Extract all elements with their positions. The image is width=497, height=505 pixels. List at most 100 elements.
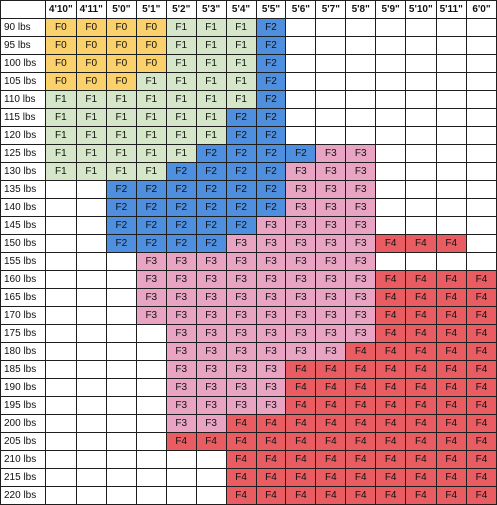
size-cell: F0 — [135, 54, 167, 73]
size-cell: F2 — [255, 18, 287, 37]
size-cell: F3 — [345, 252, 377, 271]
size-cell: F1 — [165, 54, 197, 73]
empty-cell — [465, 180, 497, 199]
size-cell: F4 — [225, 414, 257, 433]
size-cell: F1 — [135, 126, 167, 145]
table-row: 115 lbs F1 F1 F1 F1 F1 F1 F2 F2 — [0, 108, 497, 127]
size-cell: F4 — [375, 234, 407, 253]
size-cell: F4 — [465, 450, 497, 469]
size-cell: F2 — [255, 108, 287, 127]
size-cell: F3 — [225, 324, 257, 343]
size-cell: F1 — [45, 90, 77, 109]
empty-cell — [75, 270, 107, 289]
size-cell: F3 — [135, 252, 167, 271]
size-cell: F4 — [405, 234, 437, 253]
size-cell: F2 — [135, 180, 167, 199]
empty-cell — [375, 180, 407, 199]
size-cell: F4 — [405, 450, 437, 469]
size-cell: F2 — [255, 180, 287, 199]
empty-cell — [375, 126, 407, 145]
empty-cell — [285, 36, 317, 55]
size-cell: F3 — [345, 288, 377, 307]
size-cell: F4 — [285, 432, 317, 451]
size-cell: F3 — [195, 360, 227, 379]
size-cell: F3 — [285, 234, 317, 253]
weight-label: 155 lbs — [0, 252, 47, 271]
empty-cell — [375, 90, 407, 109]
size-cell: F4 — [405, 306, 437, 325]
empty-cell — [315, 36, 347, 55]
empty-cell — [465, 126, 497, 145]
size-cell: F2 — [195, 180, 227, 199]
size-cell: F4 — [345, 396, 377, 415]
size-cell: F4 — [345, 486, 377, 505]
empty-cell — [465, 54, 497, 73]
size-cell: F4 — [435, 306, 467, 325]
empty-cell — [465, 18, 497, 37]
weight-label: 90 lbs — [0, 18, 47, 37]
size-cell: F4 — [465, 378, 497, 397]
size-cell: F3 — [285, 342, 317, 361]
height-header-cell: 5'3" — [195, 0, 227, 19]
empty-cell — [315, 126, 347, 145]
empty-cell — [405, 18, 437, 37]
empty-cell — [75, 324, 107, 343]
empty-cell — [75, 342, 107, 361]
empty-cell — [105, 342, 137, 361]
weight-label: 145 lbs — [0, 216, 47, 235]
size-cell: F4 — [225, 486, 257, 505]
empty-cell — [105, 306, 137, 325]
size-cell: F4 — [285, 360, 317, 379]
size-cell: F4 — [285, 468, 317, 487]
size-cell: F1 — [195, 18, 227, 37]
table-row: 130 lbs F1 F1 F1 F1 F2 F2 F2 F2 F3 F3 F3 — [0, 162, 497, 181]
size-cell: F2 — [165, 180, 197, 199]
size-cell: F3 — [255, 234, 287, 253]
size-cell: F2 — [165, 198, 197, 217]
size-cell: F3 — [195, 288, 227, 307]
empty-cell — [435, 198, 467, 217]
table-row: 185 lbs F3 F3 F3 F3 F4 F4 F4 F4 F4 F4 F4 — [0, 360, 497, 379]
empty-cell — [315, 90, 347, 109]
height-header-cell: 5'6" — [285, 0, 317, 19]
empty-cell — [45, 306, 77, 325]
table-row: 135 lbs F2 F2 F2 F2 F2 F2 F3 F3 F3 — [0, 180, 497, 199]
size-cell: F4 — [435, 342, 467, 361]
size-cell: F4 — [375, 450, 407, 469]
empty-cell — [135, 468, 167, 487]
size-cell: F3 — [165, 270, 197, 289]
size-cell: F3 — [255, 324, 287, 343]
size-cell: F3 — [195, 414, 227, 433]
size-cell: F1 — [195, 72, 227, 91]
empty-cell — [345, 54, 377, 73]
size-cell: F4 — [465, 468, 497, 487]
empty-cell — [105, 270, 137, 289]
empty-cell — [105, 252, 137, 271]
empty-cell — [45, 342, 77, 361]
empty-cell — [405, 126, 437, 145]
empty-cell — [165, 486, 197, 505]
table-row: 205 lbs F4 F4 F4 F4 F4 F4 F4 F4 F4 F4 F4 — [0, 432, 497, 451]
empty-cell — [375, 198, 407, 217]
size-cell: F3 — [165, 288, 197, 307]
empty-cell — [435, 90, 467, 109]
empty-cell — [135, 342, 167, 361]
empty-cell — [75, 288, 107, 307]
table-row: 155 lbs F3 F3 F3 F3 F3 F3 F3 F3 — [0, 252, 497, 271]
size-cell: F4 — [345, 414, 377, 433]
weight-label: 105 lbs — [0, 72, 47, 91]
table-row: 215 lbs F4 F4 F4 F4 F4 F4 F4 F4 F4 — [0, 468, 497, 487]
size-cell: F1 — [75, 90, 107, 109]
empty-cell — [45, 324, 77, 343]
empty-cell — [315, 108, 347, 127]
table-row: 190 lbs F3 F3 F3 F3 F4 F4 F4 F4 F4 F4 F4 — [0, 378, 497, 397]
size-cell: F4 — [375, 396, 407, 415]
empty-cell — [105, 450, 137, 469]
size-cell: F1 — [75, 144, 107, 163]
size-cell: F4 — [285, 396, 317, 415]
size-cell: F3 — [315, 162, 347, 181]
size-cell: F1 — [45, 108, 77, 127]
size-cell: F1 — [135, 162, 167, 181]
size-cell: F1 — [45, 144, 77, 163]
weight-label: 185 lbs — [0, 360, 47, 379]
